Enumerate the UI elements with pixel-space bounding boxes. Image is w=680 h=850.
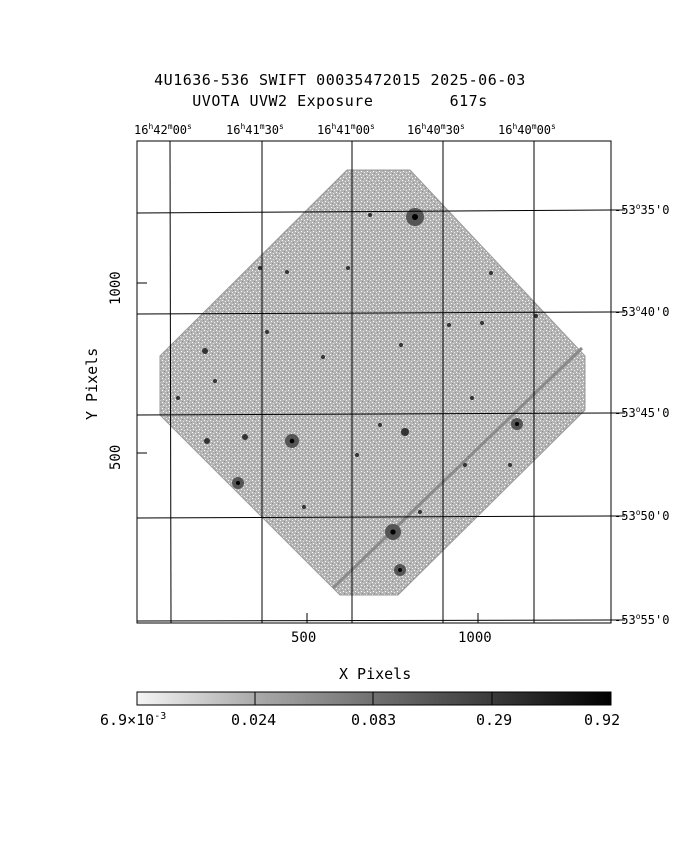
dec-label: -53o40'0 [614, 304, 670, 319]
x-axis-label: X Pixels [339, 665, 412, 683]
point-source [204, 438, 210, 444]
readout-streak [331, 346, 584, 590]
dec-label: -53o35'0 [614, 202, 670, 217]
y-tick-label: 500 [108, 444, 124, 470]
point-sources [176, 208, 538, 576]
point-source [508, 463, 512, 467]
point-source [285, 270, 289, 274]
point-source [346, 266, 350, 270]
point-source [534, 314, 538, 318]
point-source-core [398, 568, 402, 572]
colorbar-label: 0.083 [351, 711, 397, 729]
point-source [176, 396, 180, 400]
dec-label: -53o50'0 [614, 508, 670, 523]
point-source-core [390, 529, 396, 535]
point-source [321, 355, 325, 359]
point-source [355, 453, 359, 457]
title-line-1: 4U1636-536 SWIFT 00035472015 2025-06-03 [154, 71, 526, 89]
point-source [447, 323, 451, 327]
colorbar-label-min: 6.9×10-3 [100, 711, 167, 729]
point-source [470, 396, 474, 400]
y-axis-label: Y Pixels [83, 347, 101, 420]
ra-label: 16h41m00s [317, 122, 375, 137]
point-source [418, 510, 422, 514]
ra-label: 16h41m30s [226, 122, 284, 137]
colorbar-label: 0.29 [476, 711, 513, 729]
colorbar-label: 0.024 [231, 711, 277, 729]
dec-label: -53o45'0 [614, 405, 670, 420]
point-source-core [289, 438, 295, 444]
y-tick-label: 1000 [108, 271, 124, 305]
sky-grid [136, 140, 612, 624]
ra-label: 16h40m00s [498, 122, 556, 137]
point-source [368, 213, 372, 217]
point-source [489, 271, 493, 275]
point-source [378, 423, 382, 427]
point-source [265, 330, 269, 334]
point-source [399, 343, 403, 347]
point-source [480, 321, 484, 325]
point-source [302, 505, 306, 509]
plot-frame [136, 140, 612, 624]
x-tick-label: 1000 [458, 630, 492, 646]
colorbar-label: 0.92 [584, 711, 621, 729]
point-source [202, 348, 208, 354]
point-source [213, 379, 217, 383]
axis-ticks [137, 209, 625, 623]
exposure-footprint [159, 169, 586, 596]
x-tick-label: 500 [291, 630, 317, 646]
title-line-2: UVOTA UVW2 Exposure 617s [192, 92, 488, 110]
point-source-core [412, 214, 418, 220]
point-source [463, 463, 467, 467]
colorbar [136, 691, 612, 706]
point-source [258, 266, 262, 270]
ra-label: 16h40m30s [407, 122, 465, 137]
point-source-core [236, 481, 240, 485]
point-source-core [515, 422, 519, 426]
dec-label: -53o55'0 [614, 612, 670, 627]
ra-label: 16h42m00s [134, 122, 192, 137]
point-source [401, 428, 409, 436]
point-source [242, 434, 248, 440]
